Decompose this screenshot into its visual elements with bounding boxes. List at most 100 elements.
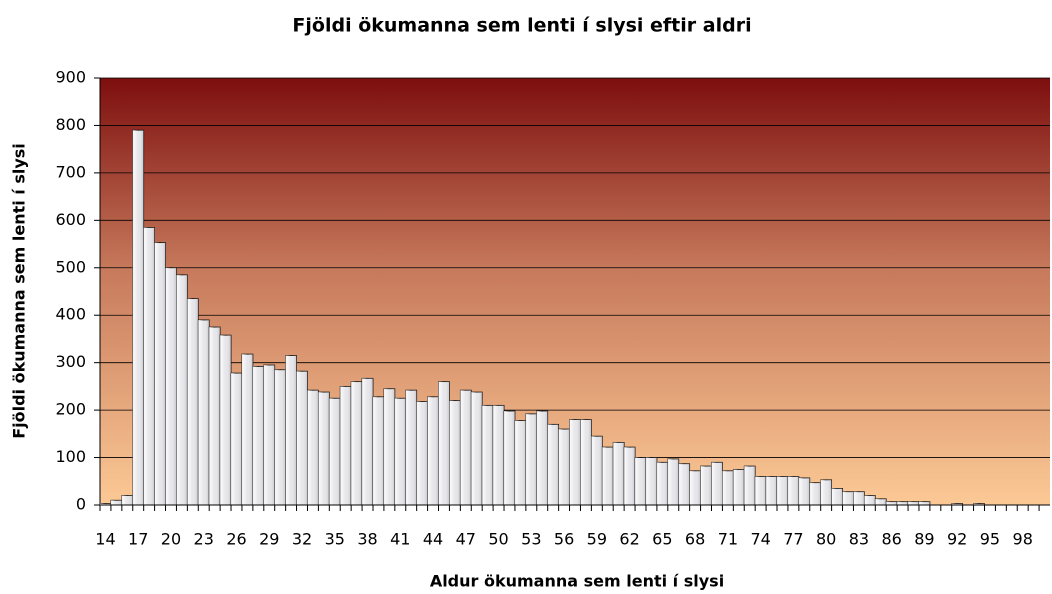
bar-shade <box>460 390 472 505</box>
x-tick-label: 92 <box>947 530 967 549</box>
y-tick-label: 800 <box>55 115 86 134</box>
bar-shade <box>831 488 843 505</box>
bar-shade <box>624 447 636 505</box>
x-tick-label: 83 <box>849 530 869 549</box>
y-tick-label: 600 <box>55 210 86 229</box>
bar-shade <box>842 491 854 505</box>
bar-shade <box>493 405 505 505</box>
bar-shade <box>918 501 930 505</box>
bar-shade <box>547 424 559 505</box>
bar-shade <box>274 369 286 505</box>
bar-shade <box>405 390 417 505</box>
bar-shade <box>733 469 745 505</box>
x-tick-label: 80 <box>816 530 836 549</box>
bar-shade <box>252 366 264 505</box>
bar-shade <box>187 298 199 505</box>
bar-shade <box>897 501 909 505</box>
x-tick-label: 17 <box>128 530 148 549</box>
y-tick-label: 0 <box>76 495 86 514</box>
y-tick-label: 500 <box>55 257 86 276</box>
x-tick-label: 65 <box>652 530 672 549</box>
bar-shade <box>372 396 384 505</box>
x-tick-label: 95 <box>980 530 1000 549</box>
bar-shade <box>132 130 144 505</box>
bar-shade <box>744 466 756 505</box>
x-tick-label: 56 <box>554 530 574 549</box>
bar-shade <box>722 470 734 505</box>
x-axis-title: Aldur ökumanna sem lenti í slysi <box>430 572 724 591</box>
x-tick-label: 29 <box>259 530 279 549</box>
bar-shade <box>656 462 668 505</box>
bar-shade <box>613 442 625 505</box>
bar-shade <box>143 227 155 505</box>
bar-shade <box>340 386 352 505</box>
bar-shade <box>329 398 341 505</box>
x-tick-label: 20 <box>161 530 181 549</box>
x-tick-label: 71 <box>718 530 738 549</box>
x-tick-label: 89 <box>914 530 934 549</box>
bar-shade <box>569 419 581 505</box>
bar-shade <box>667 458 679 505</box>
bar-shade <box>591 436 603 505</box>
x-tick-label: 68 <box>685 530 705 549</box>
x-tick-label: 41 <box>390 530 410 549</box>
bar-shade <box>362 378 373 505</box>
bar-shade <box>777 476 788 505</box>
y-tick-label: 200 <box>55 400 86 419</box>
bar-shade <box>394 398 406 505</box>
bar-shade <box>853 491 865 505</box>
bar-shade <box>427 396 439 505</box>
x-tick-label: 74 <box>750 530 770 549</box>
bar-shade <box>220 335 232 505</box>
bar-shade <box>383 388 395 505</box>
x-tick-label: 53 <box>521 530 541 549</box>
bar-shade <box>241 354 253 505</box>
x-tick-label: 62 <box>619 530 639 549</box>
bar-shade <box>285 355 297 505</box>
bar-shade <box>755 476 767 505</box>
bar-shade <box>602 447 614 505</box>
x-tick-label: 26 <box>226 530 246 549</box>
bar-shade <box>711 462 723 505</box>
y-tick-label: 700 <box>55 162 86 181</box>
bar-shade <box>154 242 166 506</box>
bar-shade <box>198 319 210 505</box>
x-tick-label: 44 <box>423 530 443 549</box>
bar-shade <box>798 477 810 505</box>
bar-shade <box>318 392 330 505</box>
bar-shade <box>689 470 701 505</box>
bar-shade <box>263 365 275 505</box>
x-tick-label: 38 <box>357 530 377 549</box>
y-tick-label: 100 <box>55 447 86 466</box>
bar-shade <box>449 400 461 505</box>
bar-shade <box>209 327 221 505</box>
bar-shade <box>558 429 570 505</box>
bar-shade <box>100 503 111 505</box>
bar-shade <box>766 476 778 505</box>
bar-shade <box>908 501 919 505</box>
y-axis-title: Fjöldi ökumanna sem lenti í slysi <box>10 143 29 439</box>
y-tick-label: 900 <box>55 68 86 87</box>
x-tick-label: 35 <box>325 530 345 549</box>
bar-shade <box>875 498 887 505</box>
bar-shade <box>482 405 494 505</box>
x-tick-label: 32 <box>292 530 312 549</box>
y-tick-label: 400 <box>55 305 86 324</box>
bar-shade <box>307 390 319 505</box>
bar-shade <box>504 411 515 505</box>
x-tick-label: 50 <box>488 530 508 549</box>
bar-shade <box>678 463 690 505</box>
bar-shade <box>700 466 712 505</box>
x-tick-label: 59 <box>587 530 607 549</box>
bar-shade <box>438 381 450 505</box>
bar-shade <box>809 482 821 505</box>
bar-shade <box>296 371 308 505</box>
bar-shade <box>165 267 177 505</box>
bar-shade <box>820 479 832 505</box>
bar-shade <box>886 501 898 505</box>
bar-shade <box>514 420 526 505</box>
bar-shade <box>471 392 483 505</box>
x-tick-label: 86 <box>881 530 901 549</box>
bar-shade <box>176 274 188 505</box>
